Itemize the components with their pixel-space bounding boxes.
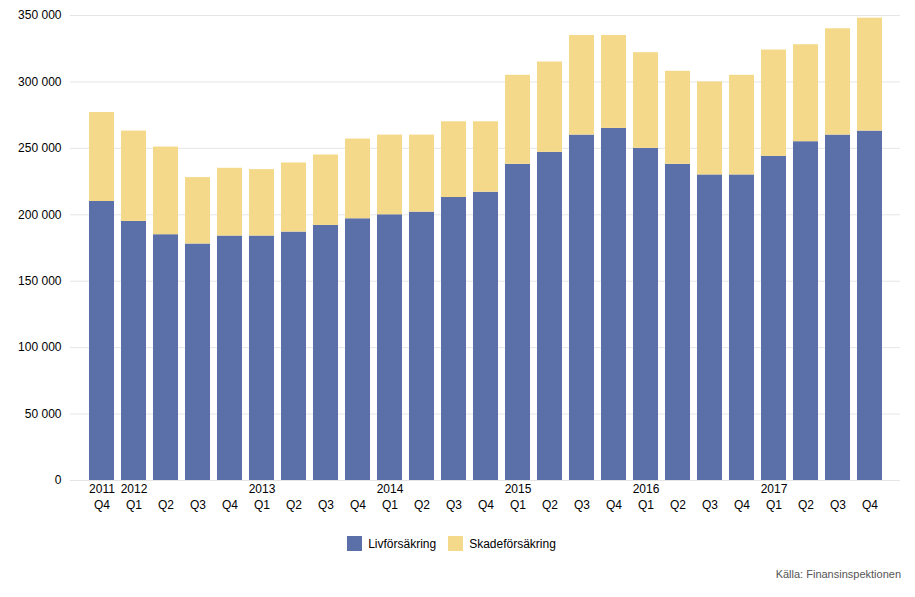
svg-text:Q1: Q1 [382, 498, 398, 512]
svg-text:Q4: Q4 [478, 498, 494, 512]
svg-text:Q2: Q2 [158, 498, 174, 512]
svg-text:2016: 2016 [633, 482, 660, 496]
svg-text:2013: 2013 [249, 482, 276, 496]
svg-text:150 000: 150 000 [18, 274, 62, 288]
svg-text:Q1: Q1 [126, 498, 142, 512]
svg-text:2011: 2011 [89, 482, 115, 496]
svg-text:Q4: Q4 [222, 498, 238, 512]
svg-text:2015: 2015 [505, 482, 532, 496]
svg-text:Q4: Q4 [734, 498, 750, 512]
svg-text:250 000: 250 000 [18, 141, 62, 155]
svg-text:Q3: Q3 [446, 498, 462, 512]
svg-text:2014: 2014 [377, 482, 404, 496]
svg-text:100 000: 100 000 [18, 340, 62, 354]
svg-text:2017: 2017 [761, 482, 788, 496]
svg-text:200 000: 200 000 [18, 208, 62, 222]
svg-text:Q4: Q4 [94, 498, 110, 512]
svg-text:2012: 2012 [121, 482, 148, 496]
svg-text:Q3: Q3 [830, 498, 846, 512]
svg-text:Q2: Q2 [670, 498, 686, 512]
svg-text:Q1: Q1 [638, 498, 654, 512]
svg-text:Q4: Q4 [606, 498, 622, 512]
svg-text:Q2: Q2 [798, 498, 814, 512]
svg-text:Q1: Q1 [510, 498, 526, 512]
svg-text:Q3: Q3 [702, 498, 718, 512]
html-text:Skadeförsäkring: Skadeförsäkring [469, 536, 556, 551]
svg-text:Q4: Q4 [350, 498, 366, 512]
svg-text:Q2: Q2 [414, 498, 430, 512]
svg-text:Q3: Q3 [318, 498, 334, 512]
html-text:Källa: Finansinspektionen: Källa: Finansinspektionen [775, 568, 901, 580]
svg-text:350 000: 350 000 [18, 8, 62, 22]
svg-text:Q1: Q1 [766, 498, 782, 512]
svg-text:Q3: Q3 [190, 498, 206, 512]
svg-text:50 000: 50 000 [25, 407, 62, 421]
svg-text:300 000: 300 000 [18, 75, 62, 89]
svg-text:Q2: Q2 [286, 498, 302, 512]
html-text:Livförsäkring: Livförsäkring [368, 536, 437, 551]
svg-text:0: 0 [55, 473, 62, 487]
svg-text:Q2: Q2 [542, 498, 558, 512]
svg-text:Q3: Q3 [574, 498, 590, 512]
svg-text:Q1: Q1 [254, 498, 270, 512]
svg-text:Q4: Q4 [862, 498, 878, 512]
